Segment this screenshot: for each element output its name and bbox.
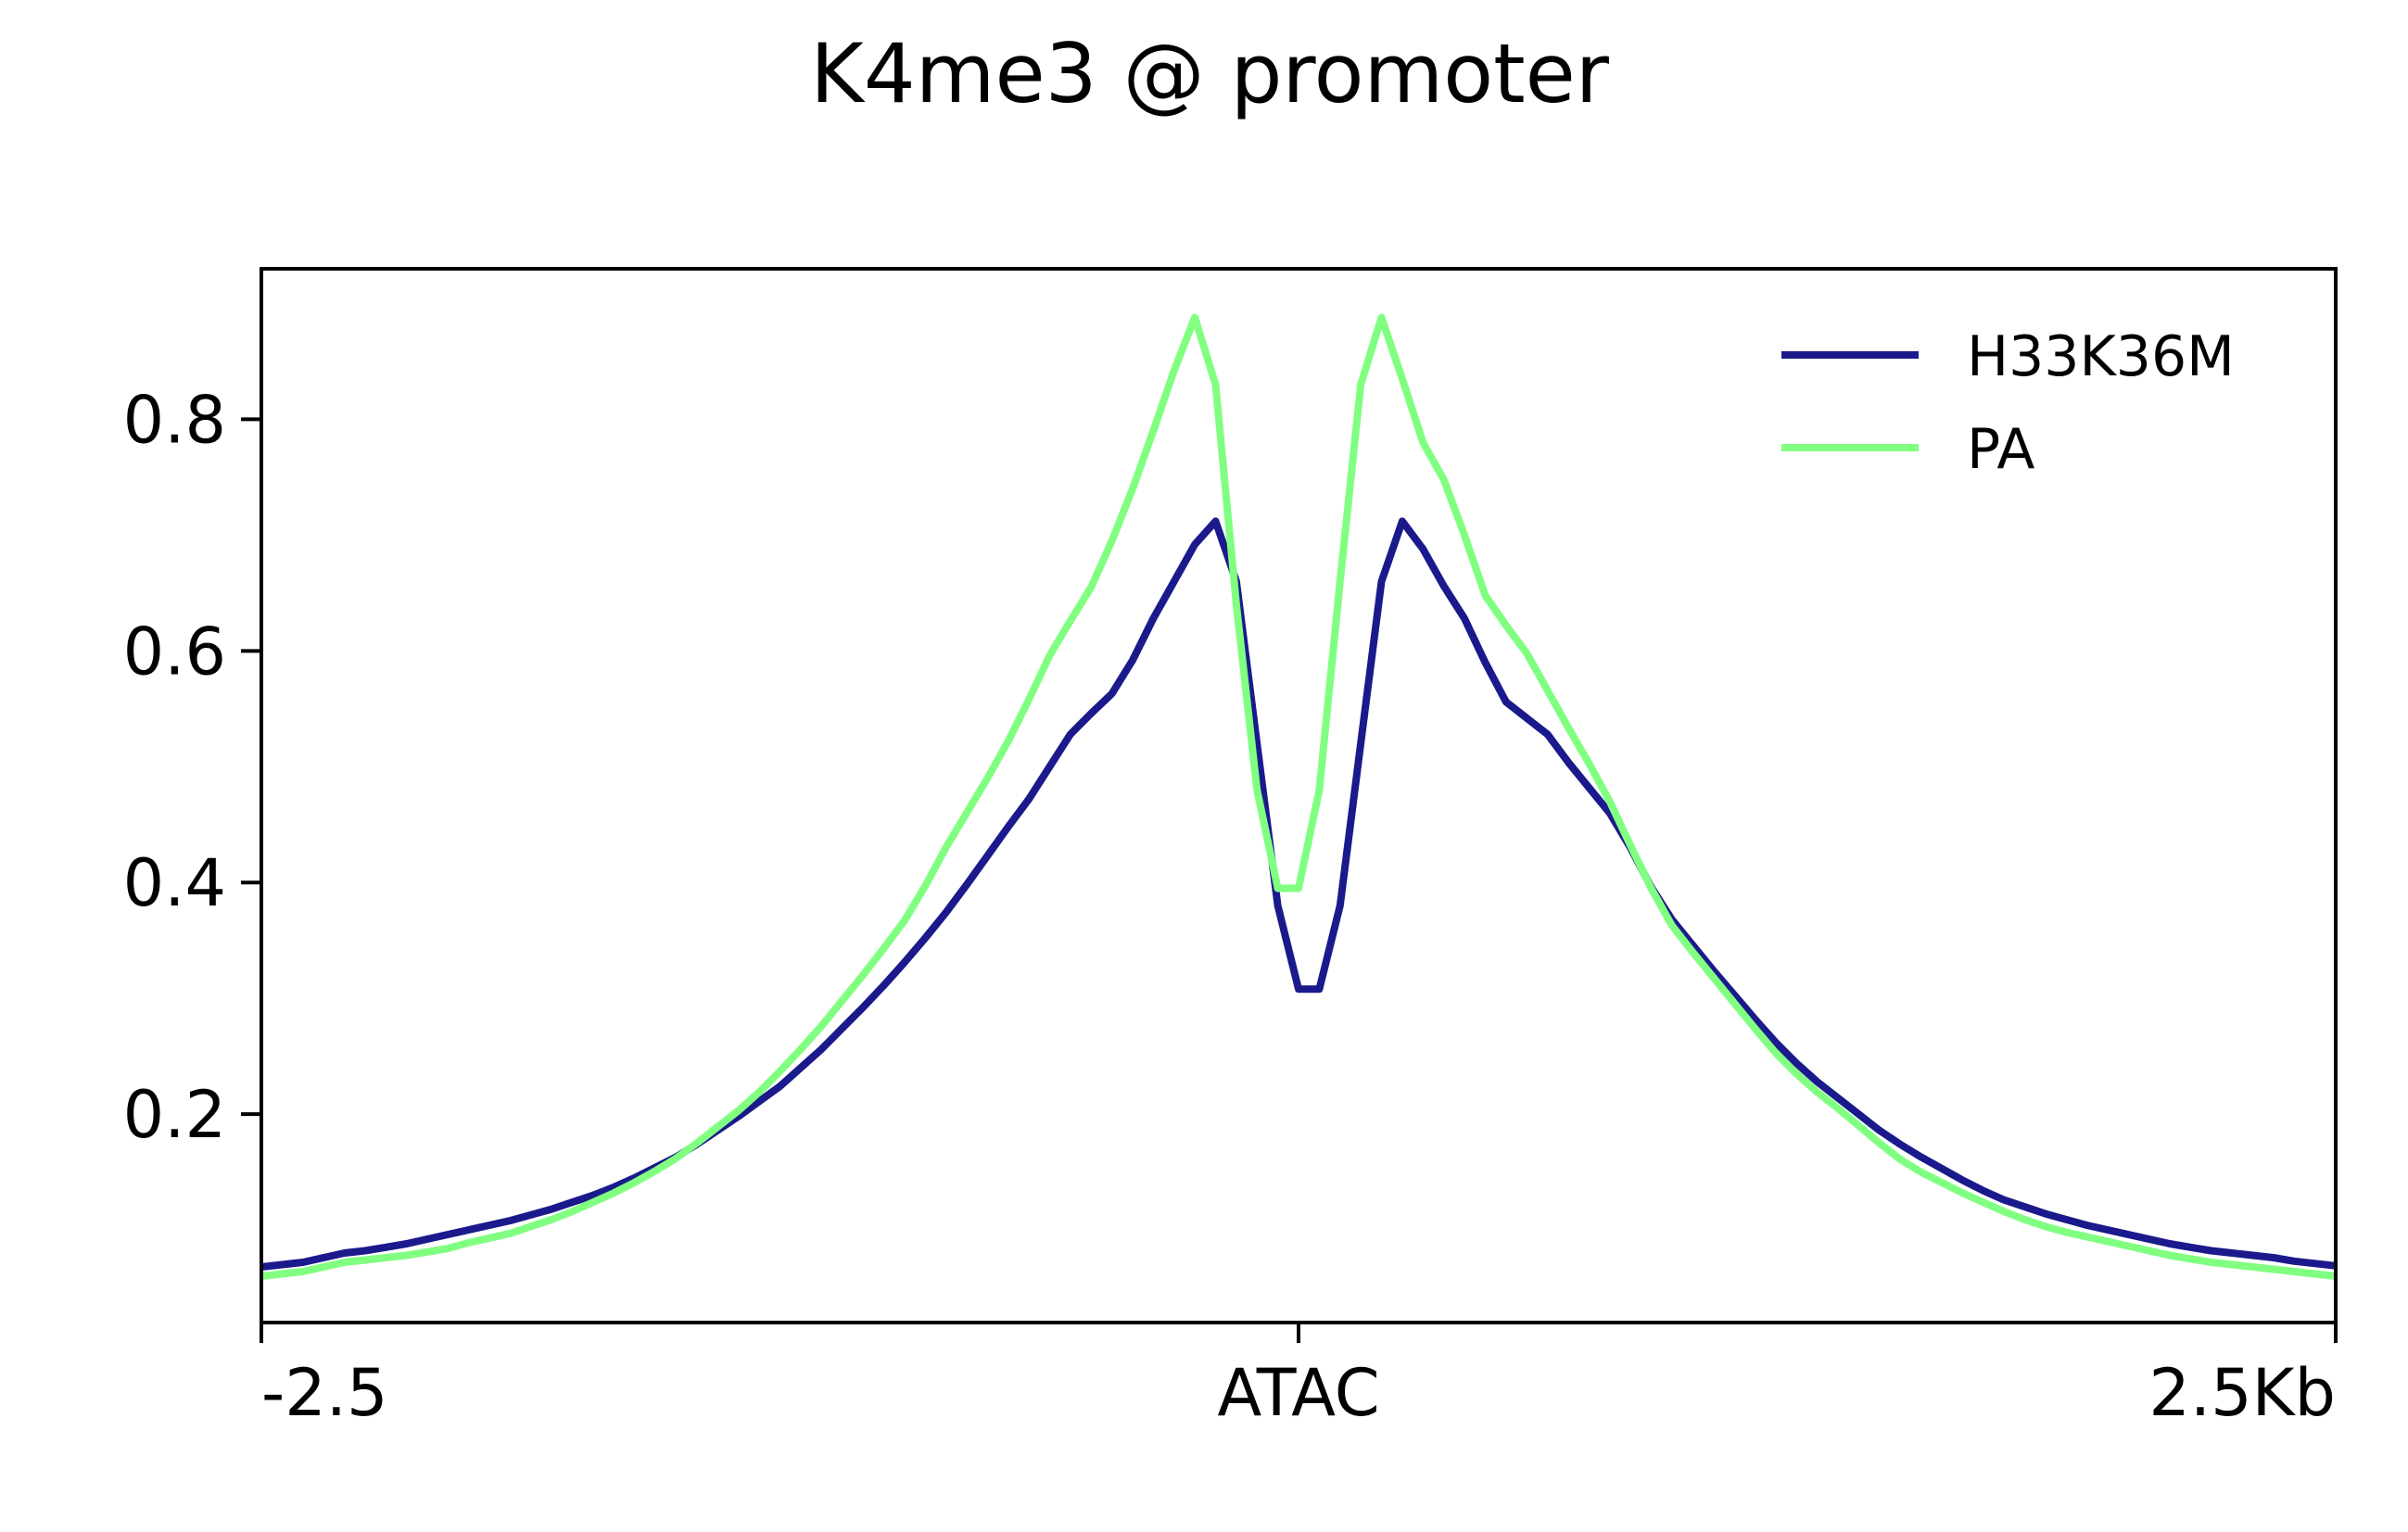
y-tick-label: 0.8 — [123, 382, 226, 458]
x-tick-label: -2.5 — [261, 1355, 388, 1431]
y-tick-label: 0.2 — [123, 1077, 226, 1153]
legend-label: H33K36M — [1967, 324, 2235, 389]
series-line-pa — [260, 313, 2337, 1280]
series-layer — [260, 313, 2337, 1280]
x-axis: -2.5 ATAC 2.5Kb — [260, 1323, 2338, 1431]
series-line-h33k36m — [260, 517, 2337, 1271]
x-tick-label: 2.5Kb — [2148, 1355, 2336, 1431]
legend: H33K36M PA — [1781, 324, 2235, 482]
y-axis: 0.2 0.4 0.6 0.8 — [123, 382, 261, 1153]
y-tick-label: 0.4 — [123, 845, 226, 921]
x-tick-label: ATAC — [1217, 1355, 1379, 1431]
chart-title: K4me3 @ promoter — [810, 26, 1610, 121]
y-tick-label: 0.6 — [123, 614, 226, 690]
legend-label: PA — [1967, 417, 2034, 482]
plot-area: 0.2 0.4 0.6 0.8 -2.5 ATAC 2.5Kb — [123, 267, 2338, 1431]
